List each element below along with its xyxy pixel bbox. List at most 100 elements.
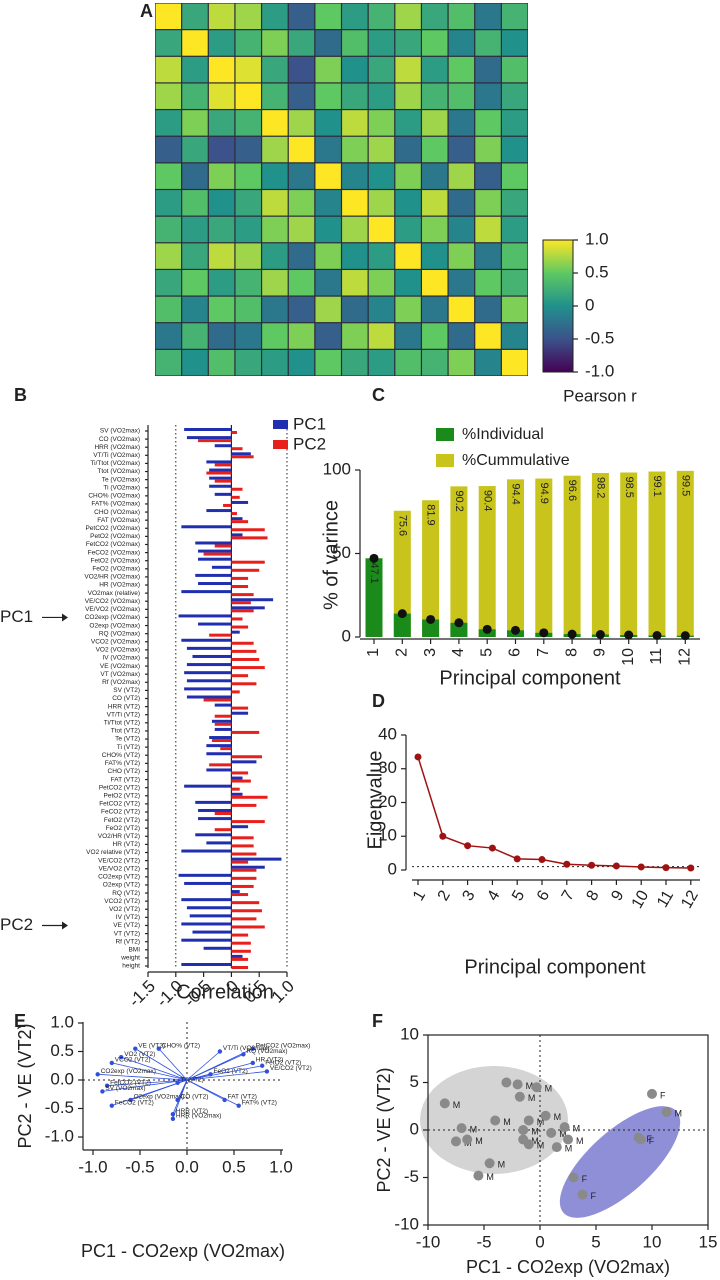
bar	[186, 436, 232, 440]
y-axis-label: PC2 - VE (VT2)	[374, 1067, 394, 1192]
y-tick-label: VE/VO2 (VT2)	[98, 865, 140, 872]
y-tick-label: VO2 relative (VT2)	[86, 849, 140, 856]
heatmap-cell	[262, 110, 288, 136]
heatmap-cell	[155, 349, 182, 376]
x-tick-label: 3	[422, 648, 439, 657]
y-tick-label: FeO2 (VO2max)	[92, 566, 140, 573]
bar	[186, 679, 232, 683]
heatmap-cell	[208, 296, 235, 323]
eigen-point	[637, 863, 645, 871]
y-axis-label: % of varince	[320, 500, 342, 610]
heatmap-cell	[501, 56, 528, 83]
y-tick-label: Ttot (VO2max)	[97, 468, 140, 475]
heatmap-cell	[315, 56, 341, 83]
x-tick-label: 6	[534, 888, 553, 904]
y-tick-label: weight	[120, 955, 140, 962]
y-tick-label: VE/CO2 (VT2)	[98, 857, 140, 864]
x-tick-label: 10	[643, 1232, 662, 1251]
heatmap-cell	[208, 30, 235, 56]
heatmap-cell	[422, 190, 448, 216]
y-tick-label: Ti (VO2max)	[103, 484, 140, 491]
bar	[209, 484, 232, 488]
heatmap-cell	[395, 349, 421, 376]
heatmap-cell	[422, 163, 448, 189]
point-label: M	[526, 1081, 534, 1091]
x-tick-label: 12	[678, 888, 702, 912]
heatmap-cell	[395, 216, 421, 243]
heatmap-cell	[475, 296, 501, 323]
heatmap-cell	[262, 83, 288, 109]
heatmap-cell	[422, 30, 448, 56]
heatmap-cell	[342, 296, 368, 323]
loading-point	[133, 1046, 138, 1051]
y-tick-label: CHO% (VO2max)	[88, 493, 140, 500]
heatmap-cell	[422, 270, 448, 296]
y-axis-label: Eigenvalue	[364, 751, 386, 850]
heatmap-cell	[208, 163, 235, 189]
heatmap-cell	[368, 243, 395, 269]
heatmap-cell	[262, 270, 288, 296]
heatmap-cell	[422, 349, 448, 376]
bar	[231, 966, 249, 969]
heatmap-cell	[288, 83, 315, 109]
point-label: F	[582, 1174, 588, 1184]
eigen-point	[439, 832, 447, 840]
x-tick-label: 12	[677, 648, 694, 666]
data-label: 96.6	[566, 480, 578, 501]
heatmap-cell	[501, 243, 528, 269]
bar	[231, 606, 265, 610]
heatmap-cell	[262, 163, 288, 189]
bar	[211, 739, 232, 743]
heatmap-cell	[422, 216, 448, 243]
bar	[231, 649, 257, 653]
bar	[620, 472, 638, 637]
bar	[231, 666, 265, 670]
score-point	[490, 1115, 501, 1126]
data-label: 47.1	[368, 562, 380, 583]
x-tick-label: 7	[535, 648, 552, 657]
y-tick-label: VO2 (VT2)	[109, 906, 140, 913]
x-tick-label: 10	[620, 648, 637, 666]
bar	[231, 585, 249, 589]
bar	[211, 565, 232, 569]
heatmap-cell	[155, 190, 182, 216]
heatmap-cell	[342, 3, 368, 30]
loading-vector	[135, 1048, 188, 1081]
panel-label: C	[372, 385, 385, 405]
heatmap-cell	[368, 349, 395, 376]
y-tick-label: HR (VO2max)	[99, 582, 140, 589]
heatmap-cell	[235, 323, 261, 349]
x-axis-label: PC1 - CO2exp (VO2max)	[466, 1257, 670, 1277]
bar	[195, 800, 232, 804]
y-tick-label: PetCO2 (VT2)	[99, 784, 140, 791]
data-label: 90.4	[481, 490, 493, 511]
individual-point	[454, 618, 464, 628]
bar	[231, 852, 257, 856]
heatmap-cell	[315, 190, 341, 216]
bar	[209, 633, 232, 637]
bar	[209, 736, 232, 740]
point-label: FAT (VT2)	[228, 1094, 257, 1101]
heatmap-cell	[262, 243, 288, 269]
heatmap-cell	[368, 136, 395, 163]
heatmap-cell	[475, 190, 501, 216]
legend-label: %Cummulative	[462, 452, 570, 469]
heatmap-cell	[368, 110, 395, 136]
y-tick-label: RQ (VT2)	[112, 890, 140, 897]
y-tick-label: CHO (VT2)	[108, 768, 141, 775]
bar	[231, 884, 254, 888]
panel-label: A	[140, 1, 153, 21]
y-tick-label: VE (VT2)	[113, 922, 140, 929]
x-axis-label: Correlation	[176, 981, 274, 1003]
bar	[181, 922, 232, 926]
point-label: M	[503, 1117, 511, 1127]
heatmap-cell	[368, 3, 395, 30]
bar	[231, 630, 240, 634]
heatmap-cell	[422, 3, 448, 30]
point-label: M	[531, 1126, 539, 1136]
bar	[231, 528, 265, 532]
point-label: F	[591, 1191, 597, 1201]
bar	[186, 695, 232, 699]
x-tick-label: 4	[484, 888, 503, 904]
y-tick-label: SV (VO2max)	[100, 428, 140, 435]
